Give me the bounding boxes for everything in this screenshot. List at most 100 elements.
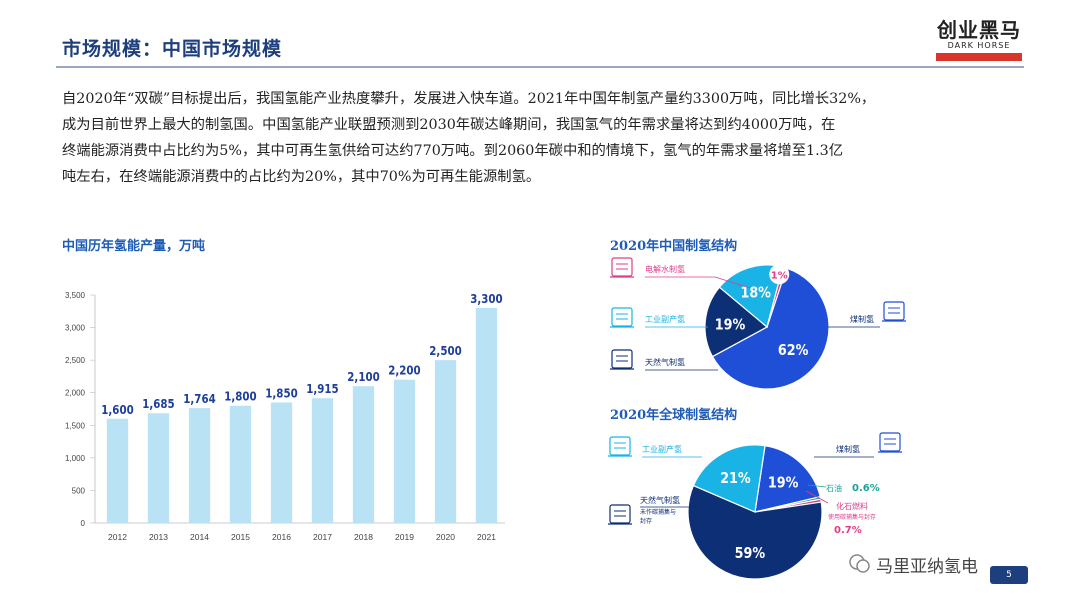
pie-slice-label: 18% [740, 285, 771, 302]
page-title: 市场规模：中国市场规模 [62, 38, 283, 60]
pie-slice-label: 0.6% [852, 483, 880, 494]
y-tick-label: 2,000 [65, 389, 86, 398]
watermark-text: 马里亚纳氢电 [876, 557, 978, 577]
legend-label: 电解水制氢 [645, 264, 685, 274]
bar-value-label: 1,800 [224, 389, 256, 404]
legend-leader [805, 490, 829, 504]
bar [352, 386, 375, 523]
icon-frame [611, 307, 633, 327]
bar [311, 398, 334, 523]
coal-icon [878, 432, 902, 453]
title-divider [56, 66, 1024, 68]
y-tick-label: 3,500 [65, 291, 86, 300]
legend-leader [807, 484, 827, 488]
y-tick-label: 1,500 [65, 421, 86, 430]
intro-line: 终端能源消费中占比约为5%，其中可再生氢供给可达约770万吨。到2060年碳中和… [62, 143, 844, 159]
bar-value-label: 1,600 [101, 402, 133, 417]
bar [147, 413, 170, 523]
bar [393, 379, 416, 523]
wechat-icon [849, 554, 870, 573]
intro-paragraph: 自2020年“双碳”目标提出后，我国氢能产业热度攀升，发展进入快车道。2021年… [62, 86, 1032, 190]
x-tick-label: 2013 [149, 532, 168, 542]
x-tick-label: 2016 [272, 532, 291, 542]
x-tick-label: 2012 [108, 532, 127, 542]
legend-label: 煤制氢 [850, 314, 874, 324]
logo-text-cn: 创业黑马 [937, 18, 1021, 42]
bar-value-label: 1,685 [142, 396, 174, 411]
bar-value-label: 3,300 [470, 291, 502, 306]
bar [270, 402, 293, 523]
legend-leader [714, 276, 751, 289]
x-tick-label: 2019 [395, 532, 414, 542]
x-tick-label: 2018 [354, 532, 373, 542]
logo-text-en: DARK HORSE [947, 41, 1011, 50]
icon-frame [883, 301, 905, 321]
y-tick-label: 0 [81, 519, 86, 528]
x-tick-label: 2015 [231, 532, 250, 542]
bar-value-label: 1,915 [306, 381, 338, 396]
icon-frame [611, 257, 633, 277]
intro-line: 成为目前世界上最大的制氢国。中国氢能产业联盟预测到2030年碳达峰期间，我国氢气… [62, 117, 836, 133]
y-tick-label: 3,000 [65, 324, 86, 333]
x-tick-label: 2014 [190, 532, 209, 542]
pie-slice [687, 484, 823, 580]
industrial-icon [608, 436, 632, 457]
legend-label: 工业副产氢 [645, 314, 685, 324]
pie-global-title: 2020年全球制氢结构 [610, 408, 738, 423]
pie-small-slice-bubble [769, 264, 790, 285]
x-tick-label: 2020 [436, 532, 455, 542]
bar-value-label: 2,100 [347, 369, 379, 384]
pie-slice [754, 445, 821, 513]
pie-slice [704, 286, 769, 358]
icon-frame [879, 432, 901, 452]
bar [434, 360, 457, 523]
natural-gas-icon [610, 349, 634, 370]
coal-icon [882, 301, 906, 322]
pie-slice-label: 1% [771, 270, 788, 281]
bar-chart: 0 500 1,000 1,500 2,000 2,500 3,000 3,500 1,600 2… [65, 291, 505, 542]
pie-slice [692, 444, 766, 513]
legend-label: 天然气制氢 [640, 495, 680, 505]
legend-label: 化石燃料 [836, 501, 868, 511]
bar-value-label: 2,500 [429, 343, 461, 358]
legend-label: 石油 [826, 483, 842, 493]
y-tick-label: 1,000 [65, 454, 86, 463]
icon-frame [609, 504, 631, 524]
pie-slice-label: 62% [778, 342, 809, 359]
bar [106, 418, 129, 523]
pie-slice-label: 21% [720, 470, 751, 487]
y-tick-label: 2,500 [65, 356, 86, 365]
bar-value-label: 1,850 [265, 385, 297, 400]
legend-label: 天然气制氢 [645, 357, 685, 367]
bar [229, 405, 252, 523]
brand-logo: 创业黑马 DARK HORSE [934, 14, 1024, 62]
bar [475, 308, 498, 523]
bar-chart-title: 中国历年氢能产量，万吨 [62, 239, 206, 254]
icon-frame [611, 349, 633, 369]
pie-china-title: 2020年中国制氢结构 [610, 239, 738, 254]
intro-line: 自2020年“双碳”目标提出后，我国氢能产业热度攀升，发展进入快车道。2021年… [62, 91, 876, 107]
x-tick-label: 2017 [313, 532, 332, 542]
legend-sublabel: 未作碳捕集与 [640, 508, 676, 516]
pie-slice-label: 19% [715, 316, 746, 333]
x-tick-label: 2021 [477, 532, 496, 542]
pie-slice [711, 267, 830, 390]
icon-frame [609, 436, 631, 456]
bar-value-label: 2,200 [388, 363, 420, 378]
intro-line: 吨左右，在终端能源消费中的占比约为20%，其中70%为可再生能源制氢。 [62, 169, 541, 185]
natural-gas-icon [608, 504, 632, 525]
electrolysis-icon [610, 257, 634, 278]
bar-value-label: 1,764 [183, 391, 215, 406]
page-number: 5 [990, 566, 1028, 584]
pie-slice-label: 19% [768, 475, 799, 492]
legend-sublabel: 使用碳捕集与封存 [828, 513, 876, 521]
pie-slice-label: 0.7% [834, 525, 862, 536]
title-bar: 市场规模：中国市场规模 创业黑马 DARK HORSE [0, 0, 1080, 62]
y-tick-label: 500 [72, 486, 86, 495]
logo-red-bar [936, 53, 1022, 61]
legend-sublabel: 封存 [640, 517, 652, 525]
bar [188, 408, 211, 523]
legend-label: 煤制氢 [836, 444, 860, 454]
